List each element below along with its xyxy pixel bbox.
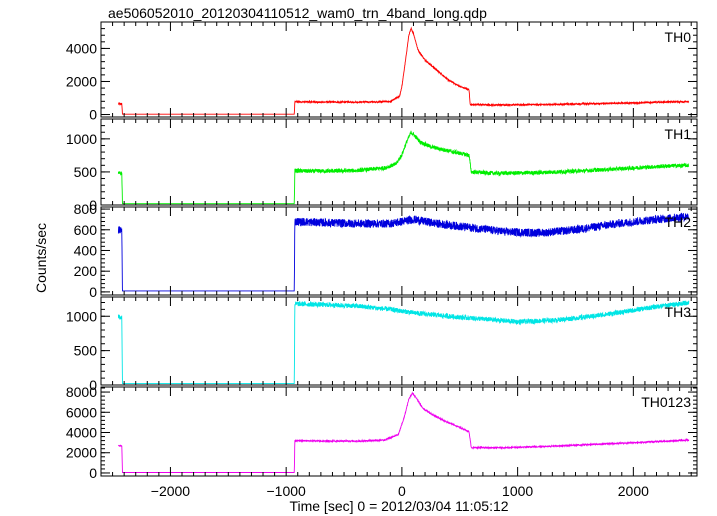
y-tick-label: 4000 bbox=[66, 40, 97, 56]
panel-th0123: 0 2000 4000 6000 8000 TH0123 bbox=[66, 384, 698, 481]
panel-label-th3: TH3 bbox=[665, 304, 692, 320]
x-axis-label: Time [sec] 0 = 2012/03/04 11:05:12 bbox=[289, 498, 508, 514]
y-tick-label: 4000 bbox=[66, 425, 97, 441]
x-tick-label: 1000 bbox=[502, 483, 533, 499]
panel-frame bbox=[100, 206, 698, 296]
y-tick-label: 800 bbox=[74, 201, 98, 217]
panel-label-th0: TH0 bbox=[665, 29, 692, 45]
chart-title: ae506052010_20120304110512_wam0_trn_4ban… bbox=[108, 5, 487, 21]
y-tick-label: 1000 bbox=[66, 308, 97, 324]
y-tick-label: 0 bbox=[89, 465, 97, 481]
panel-th3: 0 500 1000 TH3 bbox=[66, 296, 698, 393]
y-tick-label: 500 bbox=[74, 164, 98, 180]
y-axis-label: Counts/sec bbox=[33, 223, 49, 293]
panel-frame bbox=[100, 118, 698, 206]
x-tick-label: −1000 bbox=[267, 483, 307, 499]
x-tick-label: 2000 bbox=[618, 483, 649, 499]
y-tick-label: 200 bbox=[74, 263, 98, 279]
y-tick-label: 400 bbox=[74, 242, 98, 258]
series-line-th1 bbox=[117, 130, 690, 205]
panel-label-th1: TH1 bbox=[665, 126, 692, 142]
y-tick-label: 0 bbox=[89, 377, 97, 393]
panel-frame bbox=[100, 296, 698, 386]
series-line-th3 bbox=[117, 300, 690, 385]
x-tick-label: 0 bbox=[398, 483, 406, 499]
y-tick-label: 8000 bbox=[66, 384, 97, 400]
panel-th0: 0 2000 4000 TH0 bbox=[66, 21, 698, 123]
series-line-th2 bbox=[117, 212, 690, 292]
y-tick-label: 1000 bbox=[66, 131, 97, 147]
x-axis: −2000 −1000 0 1000 2000 bbox=[151, 483, 649, 499]
panel-th1: 0 500 1000 TH1 bbox=[66, 118, 698, 213]
panel-th2: 0 200 400 600 800 TH2 bbox=[74, 201, 698, 300]
y-tick-label: 0 bbox=[89, 284, 97, 300]
y-tick-label: 2000 bbox=[66, 73, 97, 89]
x-tick-label: −2000 bbox=[151, 483, 191, 499]
panel-label-th0123: TH0123 bbox=[641, 394, 691, 410]
series-line-th0123 bbox=[117, 391, 690, 473]
panel-frame bbox=[100, 386, 698, 477]
y-tick-label: 600 bbox=[74, 222, 98, 238]
panel-frame bbox=[100, 21, 698, 118]
y-tick-label: 6000 bbox=[66, 404, 97, 420]
y-tick-label: 2000 bbox=[66, 445, 97, 461]
y-tick-label: 500 bbox=[74, 343, 98, 359]
series-line-th0 bbox=[117, 26, 690, 115]
y-tick-label: 0 bbox=[89, 107, 97, 123]
y-tick-label: 0 bbox=[89, 197, 97, 213]
panel-label-th2: TH2 bbox=[665, 214, 692, 230]
